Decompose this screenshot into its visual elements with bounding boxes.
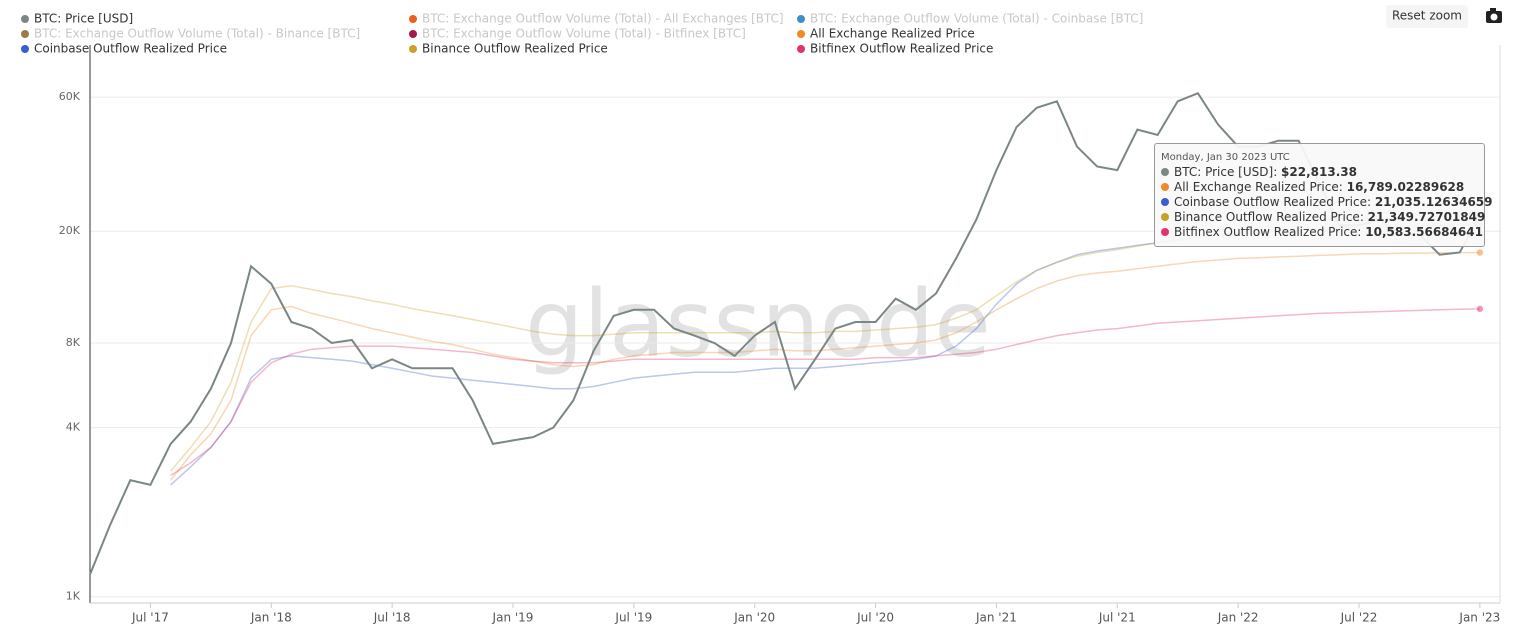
legend-dot[interactable] <box>21 45 29 53</box>
x-tick-label: Jan '20 <box>733 611 775 625</box>
legend-item[interactable]: BTC: Exchange Outflow Volume (Total) - B… <box>21 27 360 41</box>
tooltip-dot <box>1161 228 1169 236</box>
button-bg[interactable] <box>1386 5 1468 28</box>
x-tick-label: Jul '20 <box>856 611 894 625</box>
y-tick-label: 8K <box>66 336 81 349</box>
x-tick-label: Jan '18 <box>250 611 292 625</box>
camera-icon[interactable] <box>1486 8 1502 23</box>
legend-dot[interactable] <box>21 30 29 38</box>
reset-zoom-button[interactable]: Reset zoom <box>1386 5 1468 28</box>
y-tick-label: 4K <box>66 421 81 434</box>
tooltip-value: 16,789.02289628 <box>1346 180 1465 194</box>
tooltip-series-name: Coinbase Outflow Realized Price <box>1174 195 1375 209</box>
x-tick-label: Jul '22 <box>1340 611 1378 625</box>
x-tick-label: Jan '19 <box>492 611 534 625</box>
legend-dot[interactable] <box>797 45 805 53</box>
legend-label[interactable]: BTC: Exchange Outflow Volume (Total) - B… <box>422 27 746 41</box>
tooltip-row: All Exchange Realized Price16,789.022896… <box>1161 180 1478 195</box>
tooltip-series-name: Bitfinex Outflow Realized Price <box>1174 225 1365 239</box>
x-tick-label: Jul '17 <box>131 611 169 625</box>
legend-label[interactable]: BTC: Exchange Outflow Volume (Total) - A… <box>422 12 784 26</box>
legend-label[interactable]: Binance Outflow Realized Price <box>422 42 608 56</box>
tooltip-dot <box>1161 168 1169 176</box>
legend-dot[interactable] <box>409 30 417 38</box>
tooltip-series-name: All Exchange Realized Price <box>1174 180 1347 194</box>
x-tick-label: Jan '21 <box>975 611 1017 625</box>
legend-item[interactable]: BTC: Exchange Outflow Volume (Total) - C… <box>797 12 1143 26</box>
tooltip-row: Coinbase Outflow Realized Price21,035.12… <box>1161 195 1493 210</box>
legend-item[interactable]: BTC: Exchange Outflow Volume (Total) - B… <box>409 27 746 41</box>
legend-label[interactable]: Bitfinex Outflow Realized Price <box>810 42 993 56</box>
tooltip-row: BTC: Price [USD]$22,813.38 <box>1161 165 1478 180</box>
tooltip-value: 10,583.56684641 <box>1365 225 1483 239</box>
legend-item[interactable]: Coinbase Outflow Realized Price <box>21 42 227 56</box>
legend-dot[interactable] <box>797 15 805 23</box>
x-tick-label: Jan '22 <box>1217 611 1259 625</box>
legend-label[interactable]: BTC: Price [USD] <box>34 12 133 26</box>
tooltip-row: Binance Outflow Realized Price21,349.727… <box>1161 210 1485 225</box>
legend-label[interactable]: BTC: Exchange Outflow Volume (Total) - B… <box>34 27 360 41</box>
legend-item[interactable]: BTC: Exchange Outflow Volume (Total) - A… <box>409 12 784 26</box>
x-tick-label: Jul '18 <box>373 611 411 625</box>
tooltip-series-name: BTC: Price [USD] <box>1174 165 1281 179</box>
tooltip-value: 21,035.12634659 <box>1374 195 1493 209</box>
legend-item[interactable]: All Exchange Realized Price <box>797 27 975 41</box>
x-tick-label: Jul '19 <box>614 611 652 625</box>
legend-item[interactable]: Binance Outflow Realized Price <box>409 42 608 56</box>
tooltip-dot <box>1161 183 1169 191</box>
hover-marker <box>1475 304 1485 314</box>
legend-item[interactable]: Bitfinex Outflow Realized Price <box>797 42 993 56</box>
legend-dot[interactable] <box>409 45 417 53</box>
x-tick-label: Jul '21 <box>1098 611 1136 625</box>
y-tick-label: 20K <box>59 224 81 237</box>
x-tick-label: Jan '23 <box>1458 611 1500 625</box>
tooltip-series-name: Binance Outflow Realized Price <box>1174 210 1368 224</box>
y-tick-label: 1K <box>66 590 81 603</box>
legend-item[interactable]: BTC: Price [USD] <box>21 12 133 26</box>
legend-label[interactable]: Coinbase Outflow Realized Price <box>34 42 227 56</box>
tooltip-value: 21,349.72701849 <box>1367 210 1486 224</box>
watermark: glassnode <box>525 270 991 377</box>
button-label[interactable]: Reset zoom <box>1392 9 1462 23</box>
legend-dot[interactable] <box>797 30 805 38</box>
tooltip-value: $22,813.38 <box>1281 165 1357 179</box>
tooltip: Monday, Jan 30 2023 UTC BTC: Price [USD]… <box>1154 143 1493 247</box>
series-line <box>170 251 1480 481</box>
legend-dot[interactable] <box>21 15 29 23</box>
tooltip-date: Monday, Jan 30 2023 UTC <box>1161 152 1290 163</box>
tooltip-dot <box>1161 213 1169 221</box>
legend-label[interactable]: All Exchange Realized Price <box>810 27 975 41</box>
tooltip-row: Bitfinex Outflow Realized Price10,583.56… <box>1161 225 1483 240</box>
legend-label[interactable]: BTC: Exchange Outflow Volume (Total) - C… <box>810 12 1143 26</box>
series-line <box>170 308 1480 477</box>
y-tick-label: 60K <box>59 90 81 103</box>
camera-lens[interactable] <box>1490 13 1498 21</box>
tooltip-dot <box>1161 198 1169 206</box>
hover-marker <box>1475 247 1485 258</box>
legend-dot[interactable] <box>409 15 417 23</box>
camera-top[interactable] <box>1490 8 1496 12</box>
